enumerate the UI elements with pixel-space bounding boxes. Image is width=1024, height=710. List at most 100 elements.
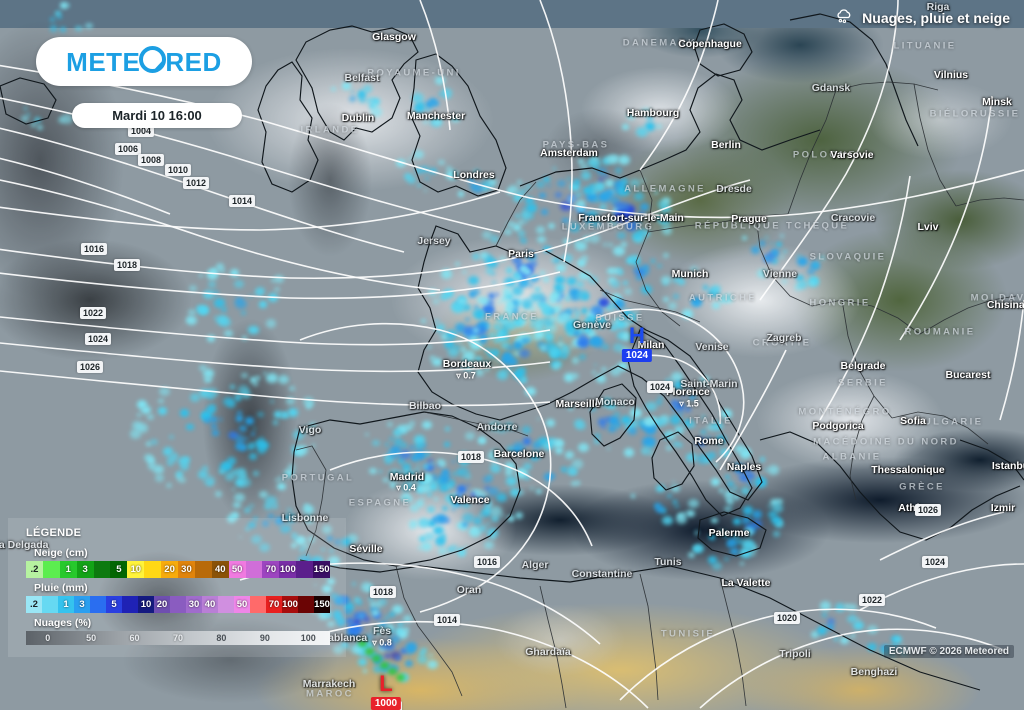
legend-group-snow: Neige (cm) .2 1 3 5 10 20 30 40 50 70 100 150 (16, 547, 338, 578)
legend-snow-step (144, 561, 162, 578)
city-label: Marrakech (302, 678, 356, 690)
legend-rain-step (42, 596, 58, 613)
legend-snow-step: 30 (178, 561, 195, 578)
legend-group-clouds: Nuages (%) 0 50 60 70 80 90 100 (16, 617, 338, 645)
city-label: Munich (671, 268, 709, 280)
legend-clouds-tick: 50 (86, 633, 97, 643)
country-label: DANEMARK (622, 37, 698, 49)
precip-value-label: ▿ 0.8 (372, 637, 392, 648)
country-label: MACÉDOINE DU NORD (813, 436, 959, 448)
city-label: Cracovie (830, 212, 876, 224)
legend-snow-step: 70 (262, 561, 280, 578)
precip-value-label: ▿ 0.7 (456, 370, 476, 381)
city-label: Lviv (917, 221, 939, 233)
legend-rain-step (122, 596, 138, 613)
country-label: HONGRIE (809, 297, 871, 309)
city-label: Valence (450, 494, 490, 506)
cloud-in-o-icon (139, 45, 167, 78)
legend-rain-step: 100 (282, 596, 298, 613)
city-label: Dublin (341, 112, 375, 124)
isobar-label: 1026 (76, 361, 104, 373)
legend-rain-step: 20 (154, 596, 170, 613)
country-label: CROATIE (752, 337, 812, 349)
city-label: Varsovie (830, 149, 874, 161)
city-label: Prague (731, 213, 767, 225)
pressure-symbol: H (629, 323, 645, 348)
isobar-label: 1014 (228, 195, 256, 207)
layer-title[interactable]: Nuages, pluie et neige (834, 7, 1010, 29)
country-label: PORTUGAL (281, 472, 355, 484)
legend-clouds-tick: 80 (216, 633, 227, 643)
legend-rain-step: .2 (26, 596, 42, 613)
legend-clouds-tick: 90 (259, 633, 270, 643)
country-label: LUXEMBOURG (561, 221, 655, 233)
precip-value-label: ▿ 0.4 (396, 482, 416, 493)
pressure-symbol: L (379, 671, 393, 696)
city-label: Constantine (571, 568, 633, 580)
isobar-label: 1022 (79, 307, 107, 319)
pressure-value: 1024 (621, 349, 653, 362)
city-label: Séville (349, 543, 383, 555)
isobar-label: 1010 (164, 164, 192, 176)
country-label: ROYAUME-UNI (367, 67, 461, 79)
timestamp-label: Mardi 10 16:00 (112, 108, 202, 123)
country-label: IRLANDE (300, 124, 360, 136)
legend-rain-step: 30 (186, 596, 202, 613)
city-label: Glasgow (372, 31, 416, 43)
city-label: Tunis (654, 556, 682, 568)
country-label: ALLEMAGNE (624, 183, 706, 195)
legend-snow-step: 3 (76, 561, 94, 578)
legend-snow-step: 150 (313, 561, 330, 578)
city-label: La Valette (721, 577, 771, 589)
city-label: Ghardaïa (525, 646, 571, 658)
city-label: Marseille (555, 398, 601, 410)
legend-clouds-tick: 100 (300, 633, 316, 643)
legend-clouds-tick: 60 (129, 633, 140, 643)
isobar-label: 1016 (80, 243, 108, 255)
city-label: Copenhague (678, 38, 742, 50)
city-label: Izmir (990, 502, 1016, 514)
timestamp-pill[interactable]: Mardi 10 16:00 (72, 103, 242, 128)
country-label: SUISSE (595, 312, 645, 324)
city-label: Bucarest (945, 369, 991, 381)
attribution-text: ECMWF © 2026 Meteored (883, 645, 1014, 658)
country-label: ALBANIE (822, 451, 882, 463)
legend-clouds-tick: 70 (172, 633, 183, 643)
legend-rain-step (298, 596, 314, 613)
country-label: BULGARIE (914, 416, 984, 428)
legend-rain-step: 3 (74, 596, 90, 613)
isobar-label: 1016 (473, 556, 501, 568)
city-label: Rome (694, 435, 724, 447)
cloud-rain-icon (834, 7, 854, 29)
isobar-label: 1024 (921, 556, 949, 568)
legend-rain-step: 40 (202, 596, 218, 613)
city-label: Chisinau (986, 299, 1024, 311)
city-label: Andorre (476, 421, 518, 433)
legend-rain-label: Pluie (mm) (34, 582, 88, 594)
city-label: Fès (372, 625, 392, 637)
legend-rain-step (218, 596, 234, 613)
isobar-label: 1008 (137, 154, 165, 166)
city-label: Oran (456, 584, 482, 596)
isobar-label: 1024 (646, 381, 674, 393)
country-label: ITALIE (689, 415, 733, 427)
city-label: Sofia (900, 415, 926, 427)
country-label: BIÉLORUSSIE (929, 108, 1021, 120)
country-label: LITUANIE (893, 40, 957, 52)
legend-snow-step (93, 561, 111, 578)
city-label: Tripoli (779, 648, 811, 660)
low-pressure-center: L 1000 (370, 671, 402, 710)
city-label: Podgorica (812, 420, 864, 432)
logo-text-part1: METE (66, 46, 141, 77)
legend-snow-step: 100 (279, 561, 297, 578)
isobar-label: 1006 (114, 143, 142, 155)
legend-snow-step: 10 (127, 561, 145, 578)
city-label: Milan (637, 339, 665, 351)
city-label: Hambourg (626, 107, 680, 119)
city-label: Manchester (406, 110, 466, 122)
city-label: Belgrade (840, 360, 886, 372)
city-label: Palerme (708, 527, 750, 539)
legend-panel: LÉGENDE Neige (cm) .2 1 3 5 10 20 30 40 50 70 100 1… (8, 518, 346, 657)
isobar-label: 1014 (433, 614, 461, 626)
